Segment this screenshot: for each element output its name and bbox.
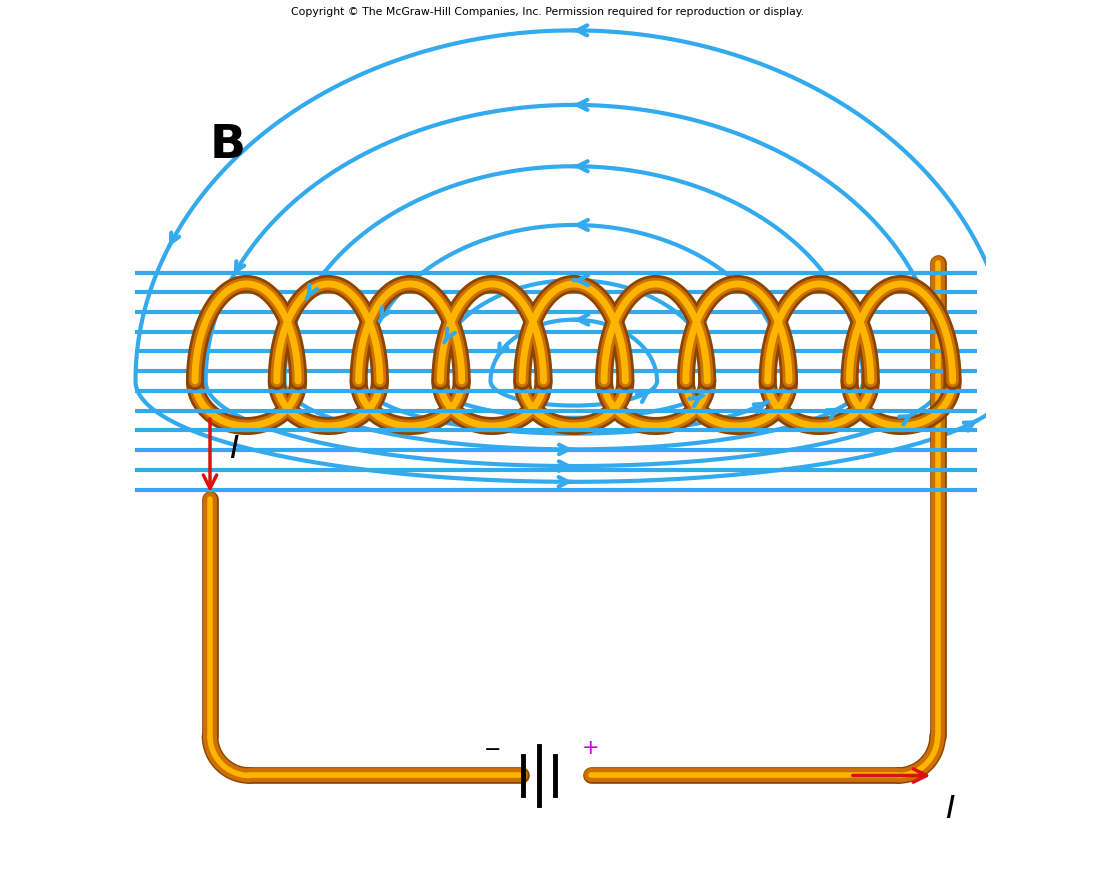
Text: Copyright © The McGraw-Hill Companies, Inc. Permission required for reproduction: Copyright © The McGraw-Hill Companies, I…: [291, 7, 804, 17]
Text: B: B: [210, 123, 246, 168]
Text: $I$: $I$: [945, 794, 955, 824]
Text: $+$: $+$: [580, 738, 598, 758]
Text: $-$: $-$: [483, 738, 500, 758]
Text: $I$: $I$: [229, 433, 240, 465]
